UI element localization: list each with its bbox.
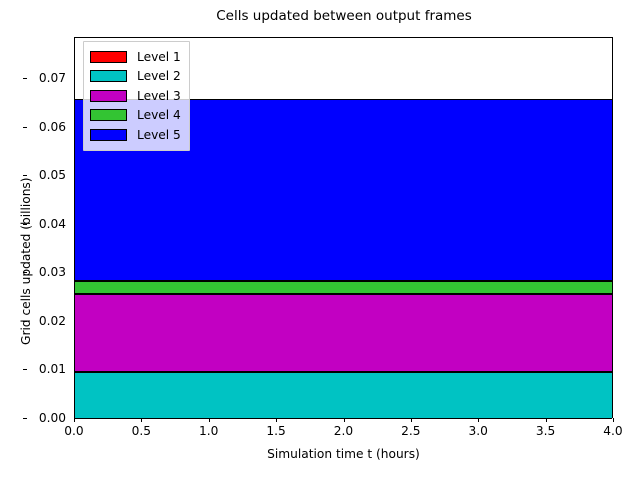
legend-item-level-3[interactable]: Level 3 bbox=[90, 86, 181, 106]
y-tick-mark bbox=[23, 223, 27, 225]
x-axis-label: Simulation time t (hours) bbox=[267, 447, 420, 461]
x-tick-mark bbox=[74, 418, 75, 422]
legend-swatch-icon bbox=[90, 50, 127, 63]
x-tick-mark bbox=[343, 418, 345, 422]
x-tick-mark bbox=[410, 418, 412, 422]
legend-swatch-icon bbox=[90, 128, 127, 141]
x-tick-mark bbox=[478, 418, 480, 422]
y-tick-label: 0.05 bbox=[38, 168, 66, 183]
legend-label: Level 1 bbox=[137, 49, 181, 64]
legend-label: Level 5 bbox=[137, 127, 181, 142]
x-tick-label: 3.5 bbox=[535, 424, 556, 438]
y-tick-mark bbox=[23, 369, 27, 371]
legend-item-level-2[interactable]: Level 2 bbox=[90, 67, 181, 87]
y-tick-label: 0.04 bbox=[38, 216, 66, 231]
x-tick-label: 0.0 bbox=[64, 424, 84, 438]
legend-swatch-icon bbox=[90, 109, 127, 122]
legend-item-level-1[interactable]: Level 1 bbox=[90, 47, 181, 67]
x-tick-label: 3.0 bbox=[468, 424, 488, 438]
x-tick-label: 4.0 bbox=[603, 424, 623, 438]
legend-item-level-5[interactable]: Level 5 bbox=[90, 125, 181, 145]
y-tick-label: 0.07 bbox=[38, 71, 66, 86]
y-tick-mark bbox=[23, 320, 27, 322]
area-band-level-4 bbox=[75, 281, 612, 295]
y-tick-label: 0.02 bbox=[38, 313, 66, 328]
legend-label: Level 2 bbox=[137, 69, 181, 84]
y-tick-label: 0.00 bbox=[38, 411, 66, 425]
chart-title: Cells updated between output frames bbox=[216, 8, 472, 24]
legend-swatch-icon bbox=[90, 70, 127, 83]
area-band-level-3 bbox=[75, 294, 612, 373]
y-tick-mark bbox=[23, 418, 27, 419]
x-tick-label: 1.0 bbox=[199, 424, 219, 438]
y-tick-mark bbox=[23, 272, 27, 274]
y-tick-label: 0.06 bbox=[38, 119, 66, 134]
x-tick-label: 0.5 bbox=[131, 424, 152, 438]
y-tick-label: 0.01 bbox=[38, 362, 66, 377]
area-band-level-5 bbox=[75, 99, 612, 282]
y-axis-label: Grid cells updated (billions) bbox=[19, 177, 33, 345]
legend-label: Level 3 bbox=[137, 88, 181, 103]
x-tick-label: 2.0 bbox=[333, 424, 354, 438]
legend-label: Level 4 bbox=[137, 108, 181, 123]
x-tick-mark bbox=[141, 418, 143, 422]
legend[interactable]: Level 1 Level 2 Level 3 Level 4 Level 5 bbox=[83, 41, 190, 151]
y-tick-mark bbox=[23, 78, 27, 80]
area-band-level-2 bbox=[75, 372, 612, 419]
x-tick-label: 2.5 bbox=[401, 424, 421, 438]
y-tick-mark bbox=[23, 175, 27, 177]
x-tick-mark bbox=[208, 418, 210, 422]
x-tick-mark bbox=[613, 418, 614, 422]
stacked-area-series bbox=[75, 38, 612, 419]
x-tick-mark bbox=[545, 418, 547, 422]
y-tick-mark bbox=[23, 126, 27, 128]
x-tick-label: 1.5 bbox=[266, 424, 286, 438]
legend-swatch-icon bbox=[90, 89, 127, 102]
x-tick-mark bbox=[276, 418, 278, 422]
y-tick-label: 0.03 bbox=[38, 265, 66, 280]
plot-area bbox=[74, 37, 613, 419]
legend-item-level-4[interactable]: Level 4 bbox=[90, 106, 181, 126]
